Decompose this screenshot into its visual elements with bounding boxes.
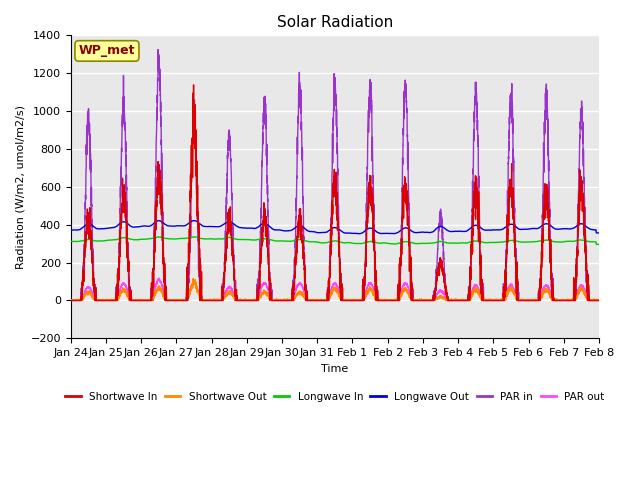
X-axis label: Time: Time (321, 363, 349, 373)
Text: WP_met: WP_met (79, 45, 135, 58)
Legend: Shortwave In, Shortwave Out, Longwave In, Longwave Out, PAR in, PAR out: Shortwave In, Shortwave Out, Longwave In… (61, 387, 609, 406)
Y-axis label: Radiation (W/m2, umol/m2/s): Radiation (W/m2, umol/m2/s) (15, 105, 25, 269)
Title: Solar Radiation: Solar Radiation (276, 15, 393, 30)
